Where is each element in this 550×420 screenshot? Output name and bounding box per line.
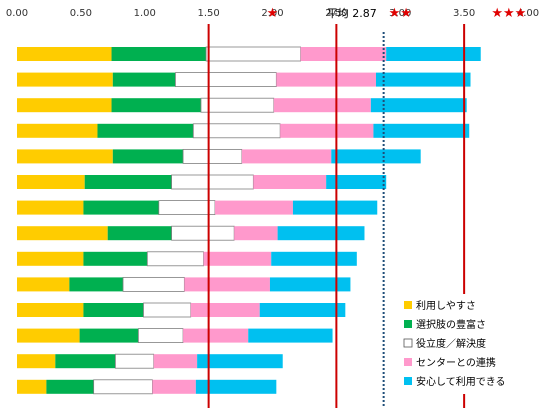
x-tick-label: 4.00 [517, 8, 539, 19]
bar-segment [17, 47, 112, 61]
bar-segment [83, 200, 159, 215]
bar-segment [171, 225, 235, 241]
bar-segment [205, 46, 302, 62]
legend-entry: 選択肢の豊富さ [416, 318, 486, 331]
bar-segment [107, 226, 172, 241]
bar-segment [152, 379, 196, 394]
legend-swatch [404, 301, 412, 309]
bar-segment [153, 354, 198, 369]
bar-segment [93, 379, 153, 395]
bar-segment [17, 277, 70, 292]
x-tick-label: 0.50 [70, 8, 92, 19]
bar-segment [83, 303, 144, 317]
rank-stars-label: ★ [267, 6, 279, 21]
bar-segment [83, 251, 148, 266]
bar-segment [17, 149, 113, 164]
rank-stars-label: ★★★ [491, 6, 526, 21]
bar-segment [111, 47, 207, 61]
bar-segment [17, 72, 113, 87]
bar-segment [46, 379, 94, 394]
bar-segment [69, 277, 124, 292]
bar-segment [203, 251, 272, 266]
bar-segment [17, 328, 80, 343]
bar-segment [137, 328, 184, 344]
bar-segment [146, 251, 204, 267]
bar-segment [326, 175, 387, 189]
bar-segment [386, 47, 481, 61]
rank-stars-label: ★★ [389, 6, 412, 21]
bar-segment [17, 123, 98, 138]
legend-entry: 利用しやすさ [416, 300, 476, 312]
legend-entry: 役立度／解決度 [416, 337, 486, 350]
bar-segment [241, 149, 332, 164]
bar-segment [373, 123, 470, 138]
bar-segment [17, 354, 56, 369]
bar-segment [97, 123, 194, 138]
legend-entry: センターとの連携 [416, 356, 496, 369]
bar-segment [17, 251, 84, 266]
legend-entry: 安心して利用できる [416, 375, 506, 388]
bar-segment [375, 72, 471, 87]
x-tick-label: 3.00 [389, 8, 411, 19]
x-axis-ticks: 0.00 0.50 1.00 1.50 2.00 2.50 3.00 3.50 4.00 [6, 8, 539, 19]
legend-swatch [403, 338, 413, 348]
bar-segment [17, 303, 84, 317]
bar-segment [143, 302, 192, 318]
bar-segment [158, 200, 216, 216]
legend-box [398, 294, 526, 394]
bar-segment [17, 379, 47, 394]
bar-segment [17, 98, 112, 113]
x-tick-label: 0.00 [6, 8, 28, 19]
x-tick-label: 2.50 [325, 8, 347, 19]
bar-segment [84, 175, 172, 189]
bar-segment [175, 72, 277, 87]
bar-segment [190, 303, 260, 317]
bar-segment [200, 97, 275, 113]
x-tick-label: 1.50 [197, 8, 219, 19]
bar-segment [215, 200, 293, 215]
bar-segment [55, 354, 116, 369]
bar-segment [122, 276, 185, 292]
average-label: 平均 2.87 [327, 7, 377, 20]
bar-segment [292, 200, 378, 215]
x-tick-label: 2.00 [261, 8, 283, 19]
bar-segment [280, 123, 374, 138]
bar-segment [331, 149, 421, 164]
bar-segment [114, 353, 155, 369]
bar-segment [17, 175, 85, 189]
bars-group [17, 46, 481, 395]
bar-segment [17, 200, 84, 215]
bar-segment [184, 277, 270, 292]
bar-segment [79, 328, 139, 343]
bar-segment [192, 123, 281, 139]
bar-segment [276, 72, 376, 87]
bar-segment [259, 303, 346, 317]
bar-segment [253, 175, 327, 189]
bar-segment [17, 226, 108, 241]
x-tick-label: 1.00 [134, 8, 156, 19]
bar-segment [112, 72, 176, 87]
bar-segment [269, 277, 351, 292]
bar-segment [183, 328, 249, 343]
bar-segment [112, 149, 184, 164]
bar-segment [370, 98, 467, 113]
bar-segment [273, 98, 371, 113]
bar-segment [271, 251, 357, 266]
bar-segment [171, 174, 254, 190]
bar-segment [111, 98, 201, 113]
bar-segment [248, 328, 333, 343]
bar-segment [195, 379, 277, 394]
legend-swatch [404, 358, 412, 366]
bar-segment [197, 354, 283, 369]
x-tick-label: 3.50 [453, 8, 475, 19]
bar-segment [182, 148, 243, 164]
bar-segment [234, 226, 278, 241]
bar-segment [277, 226, 365, 241]
legend-swatch [404, 320, 412, 328]
legend-swatch [404, 377, 412, 385]
bar-segment [300, 47, 387, 61]
